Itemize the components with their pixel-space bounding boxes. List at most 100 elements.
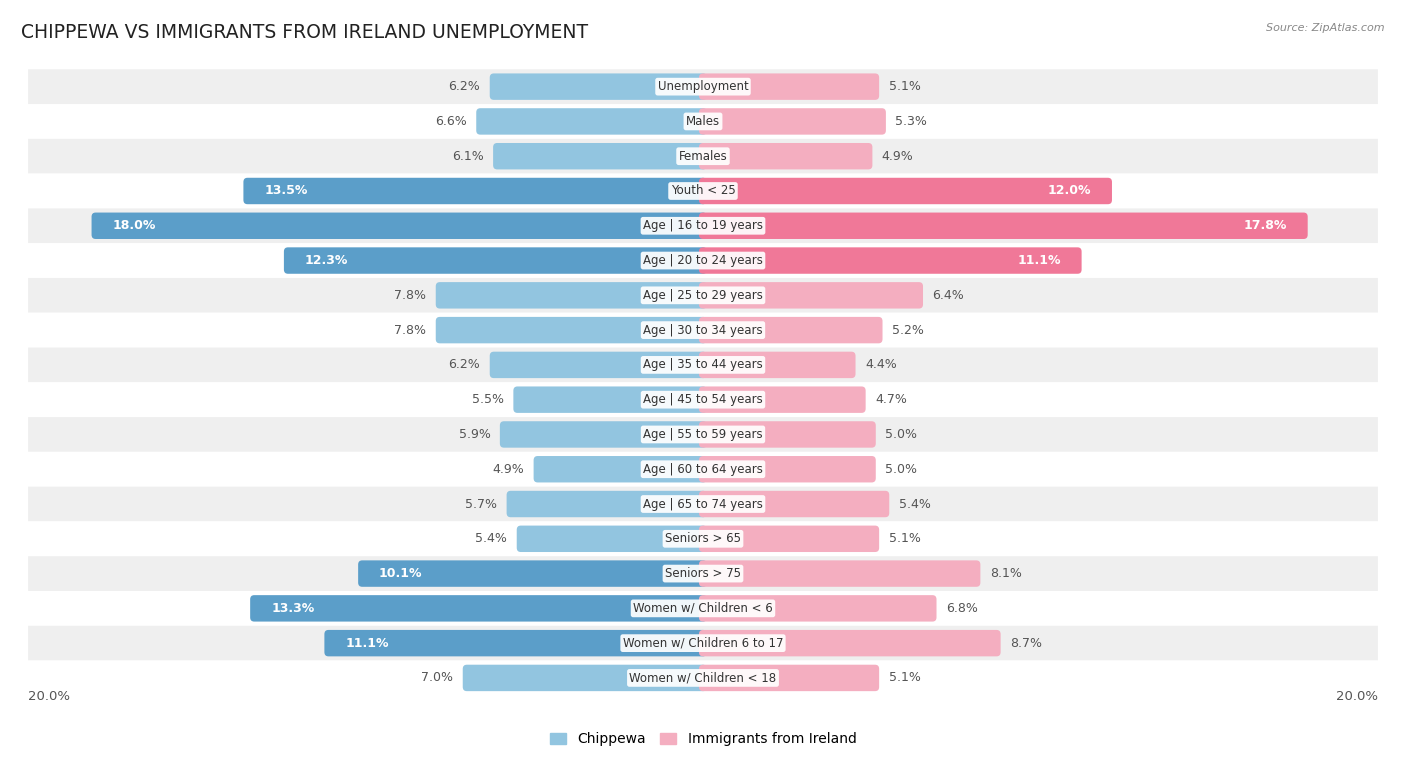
FancyBboxPatch shape xyxy=(489,352,707,378)
FancyBboxPatch shape xyxy=(477,108,707,135)
FancyBboxPatch shape xyxy=(463,665,707,691)
Text: 7.0%: 7.0% xyxy=(422,671,453,684)
Text: 5.0%: 5.0% xyxy=(886,463,917,475)
FancyBboxPatch shape xyxy=(28,382,1378,417)
FancyBboxPatch shape xyxy=(436,282,707,309)
Text: 6.6%: 6.6% xyxy=(434,115,467,128)
FancyBboxPatch shape xyxy=(699,456,876,482)
FancyBboxPatch shape xyxy=(28,487,1378,522)
FancyBboxPatch shape xyxy=(699,317,883,344)
Text: 5.0%: 5.0% xyxy=(886,428,917,441)
FancyBboxPatch shape xyxy=(699,595,936,621)
Text: 10.1%: 10.1% xyxy=(380,567,423,580)
Text: Age | 55 to 59 years: Age | 55 to 59 years xyxy=(643,428,763,441)
FancyBboxPatch shape xyxy=(28,69,1378,104)
Text: 8.7%: 8.7% xyxy=(1010,637,1042,650)
Text: Age | 16 to 19 years: Age | 16 to 19 years xyxy=(643,220,763,232)
Text: 4.9%: 4.9% xyxy=(882,150,914,163)
FancyBboxPatch shape xyxy=(501,421,707,447)
Text: 5.7%: 5.7% xyxy=(465,497,498,510)
Text: 5.2%: 5.2% xyxy=(891,323,924,337)
Text: 13.3%: 13.3% xyxy=(271,602,315,615)
FancyBboxPatch shape xyxy=(359,560,707,587)
Text: Age | 25 to 29 years: Age | 25 to 29 years xyxy=(643,289,763,302)
Text: 11.1%: 11.1% xyxy=(346,637,389,650)
FancyBboxPatch shape xyxy=(699,282,922,309)
FancyBboxPatch shape xyxy=(699,491,889,517)
FancyBboxPatch shape xyxy=(534,456,707,482)
FancyBboxPatch shape xyxy=(28,208,1378,243)
FancyBboxPatch shape xyxy=(243,178,707,204)
Text: Women w/ Children < 6: Women w/ Children < 6 xyxy=(633,602,773,615)
FancyBboxPatch shape xyxy=(28,104,1378,139)
FancyBboxPatch shape xyxy=(699,73,879,100)
Text: 5.9%: 5.9% xyxy=(458,428,491,441)
Legend: Chippewa, Immigrants from Ireland: Chippewa, Immigrants from Ireland xyxy=(544,727,862,752)
FancyBboxPatch shape xyxy=(699,143,872,170)
FancyBboxPatch shape xyxy=(699,108,886,135)
Text: 5.1%: 5.1% xyxy=(889,671,921,684)
FancyBboxPatch shape xyxy=(28,522,1378,556)
Text: 12.3%: 12.3% xyxy=(305,254,349,267)
FancyBboxPatch shape xyxy=(699,248,1081,274)
FancyBboxPatch shape xyxy=(28,661,1378,696)
FancyBboxPatch shape xyxy=(699,560,980,587)
FancyBboxPatch shape xyxy=(28,313,1378,347)
FancyBboxPatch shape xyxy=(28,347,1378,382)
Text: 6.2%: 6.2% xyxy=(449,80,481,93)
Text: 11.1%: 11.1% xyxy=(1017,254,1060,267)
FancyBboxPatch shape xyxy=(489,73,707,100)
Text: Males: Males xyxy=(686,115,720,128)
FancyBboxPatch shape xyxy=(699,421,876,447)
Text: 5.5%: 5.5% xyxy=(472,393,503,407)
FancyBboxPatch shape xyxy=(513,387,707,413)
FancyBboxPatch shape xyxy=(699,665,879,691)
Text: Women w/ Children < 18: Women w/ Children < 18 xyxy=(630,671,776,684)
FancyBboxPatch shape xyxy=(284,248,707,274)
Text: 18.0%: 18.0% xyxy=(112,220,156,232)
FancyBboxPatch shape xyxy=(28,556,1378,591)
Text: 20.0%: 20.0% xyxy=(1336,690,1378,703)
Text: 20.0%: 20.0% xyxy=(28,690,70,703)
Text: 4.4%: 4.4% xyxy=(865,358,897,372)
Text: 5.4%: 5.4% xyxy=(898,497,931,510)
Text: 8.1%: 8.1% xyxy=(990,567,1022,580)
Text: Women w/ Children 6 to 17: Women w/ Children 6 to 17 xyxy=(623,637,783,650)
Text: Age | 35 to 44 years: Age | 35 to 44 years xyxy=(643,358,763,372)
Text: 5.1%: 5.1% xyxy=(889,80,921,93)
Text: Source: ZipAtlas.com: Source: ZipAtlas.com xyxy=(1267,23,1385,33)
FancyBboxPatch shape xyxy=(28,417,1378,452)
FancyBboxPatch shape xyxy=(28,626,1378,661)
FancyBboxPatch shape xyxy=(436,317,707,344)
Text: 6.4%: 6.4% xyxy=(932,289,965,302)
FancyBboxPatch shape xyxy=(517,525,707,552)
FancyBboxPatch shape xyxy=(28,243,1378,278)
Text: Age | 20 to 24 years: Age | 20 to 24 years xyxy=(643,254,763,267)
FancyBboxPatch shape xyxy=(699,352,855,378)
FancyBboxPatch shape xyxy=(28,173,1378,208)
Text: 6.8%: 6.8% xyxy=(946,602,977,615)
Text: 5.4%: 5.4% xyxy=(475,532,508,545)
FancyBboxPatch shape xyxy=(699,213,1308,239)
Text: 17.8%: 17.8% xyxy=(1243,220,1286,232)
FancyBboxPatch shape xyxy=(28,139,1378,173)
Text: Females: Females xyxy=(679,150,727,163)
FancyBboxPatch shape xyxy=(250,595,707,621)
Text: Age | 45 to 54 years: Age | 45 to 54 years xyxy=(643,393,763,407)
Text: Age | 65 to 74 years: Age | 65 to 74 years xyxy=(643,497,763,510)
FancyBboxPatch shape xyxy=(91,213,707,239)
Text: CHIPPEWA VS IMMIGRANTS FROM IRELAND UNEMPLOYMENT: CHIPPEWA VS IMMIGRANTS FROM IRELAND UNEM… xyxy=(21,23,588,42)
FancyBboxPatch shape xyxy=(28,278,1378,313)
FancyBboxPatch shape xyxy=(699,387,866,413)
Text: Youth < 25: Youth < 25 xyxy=(671,185,735,198)
Text: 7.8%: 7.8% xyxy=(394,323,426,337)
Text: 7.8%: 7.8% xyxy=(394,289,426,302)
FancyBboxPatch shape xyxy=(699,178,1112,204)
Text: 6.2%: 6.2% xyxy=(449,358,481,372)
Text: Seniors > 65: Seniors > 65 xyxy=(665,532,741,545)
FancyBboxPatch shape xyxy=(494,143,707,170)
Text: 12.0%: 12.0% xyxy=(1047,185,1091,198)
FancyBboxPatch shape xyxy=(699,525,879,552)
Text: Unemployment: Unemployment xyxy=(658,80,748,93)
FancyBboxPatch shape xyxy=(506,491,707,517)
